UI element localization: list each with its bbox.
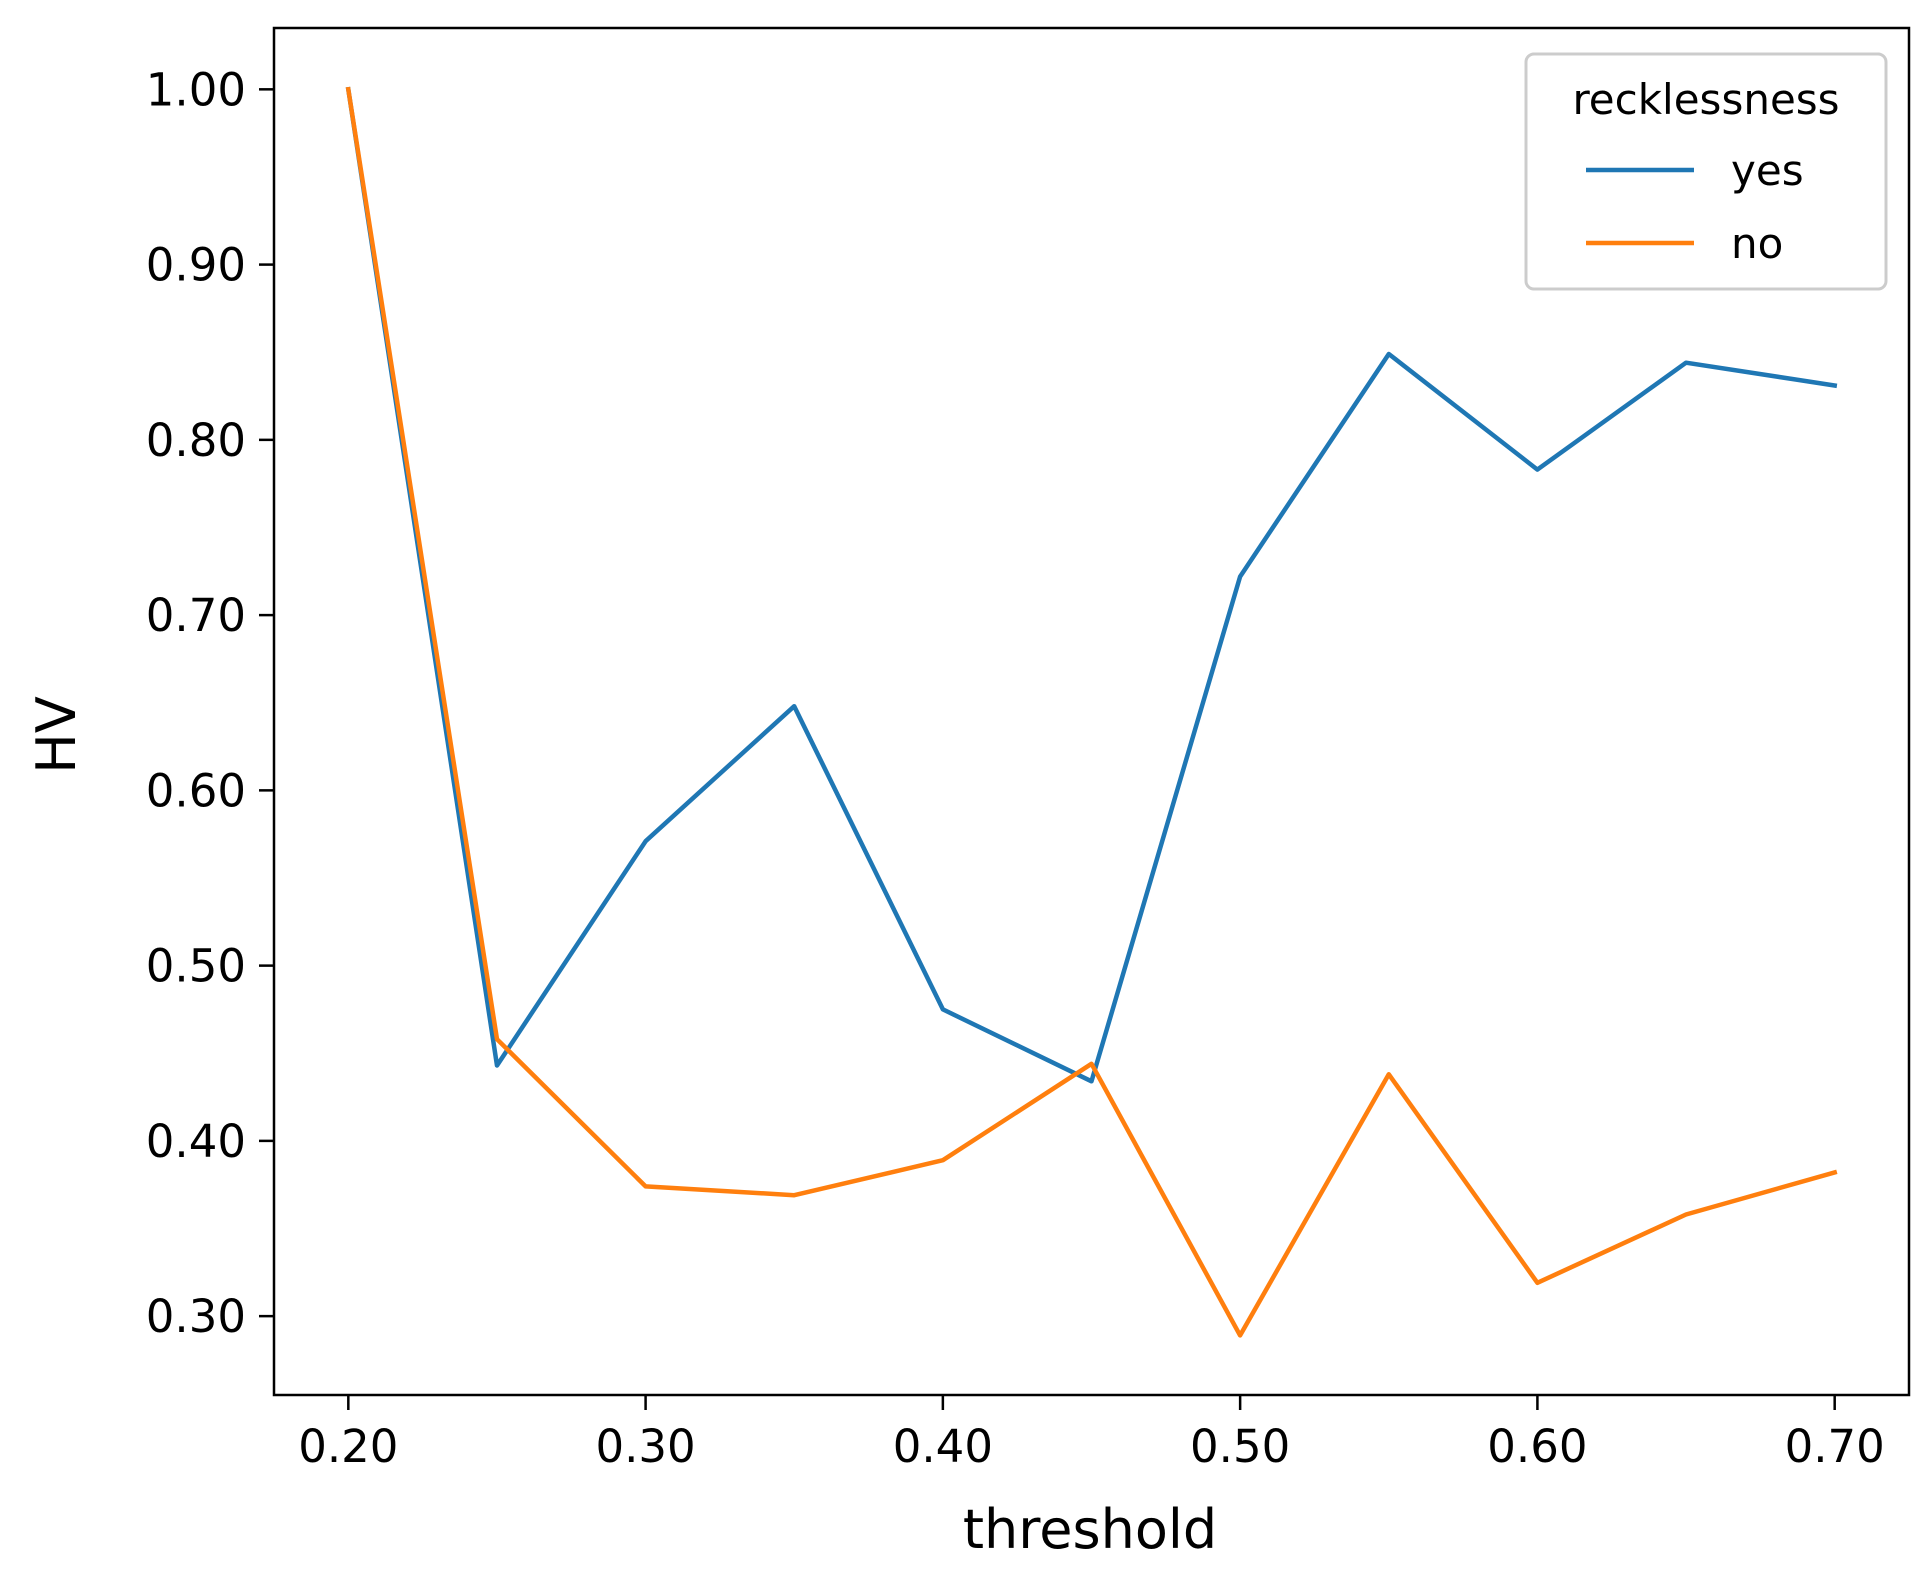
y-tick-label: 1.00 xyxy=(146,63,246,116)
legend-yes-label: yes xyxy=(1731,146,1804,195)
y-tick-label: 0.70 xyxy=(146,589,246,642)
x-axis-label: threshold xyxy=(963,1498,1217,1561)
x-tick-label: 0.50 xyxy=(1190,1420,1290,1473)
y-tick-label: 0.50 xyxy=(146,940,246,993)
y-tick-label: 0.60 xyxy=(146,764,246,817)
x-tick-label: 0.30 xyxy=(595,1420,695,1473)
x-tick-label: 0.60 xyxy=(1487,1420,1587,1473)
plot-area: 0.20 0.30 0.40 0.50 0.60 0.70 0.30 0.40 0.50 0.60… xyxy=(146,63,1885,1473)
plot-frame xyxy=(272,26,1911,1397)
legend: recklessness yes no xyxy=(1524,52,1888,291)
legend-box xyxy=(1524,52,1888,291)
y-tick-label: 0.40 xyxy=(146,1115,246,1168)
x-tick-label: 0.70 xyxy=(1785,1420,1885,1473)
y-axis-label: HV xyxy=(25,696,88,774)
series-line-no xyxy=(345,86,1838,1338)
series-line-yes xyxy=(345,86,1838,1084)
y-tick-label: 0.30 xyxy=(146,1290,246,1343)
y-tick-label: 0.80 xyxy=(146,414,246,467)
x-tick-label: 0.40 xyxy=(893,1420,993,1473)
legend-title: recklessness xyxy=(1572,75,1839,124)
legend-no-label: no xyxy=(1731,219,1783,268)
y-tick-label: 0.90 xyxy=(146,239,246,292)
x-tick-label: 0.20 xyxy=(298,1420,398,1473)
